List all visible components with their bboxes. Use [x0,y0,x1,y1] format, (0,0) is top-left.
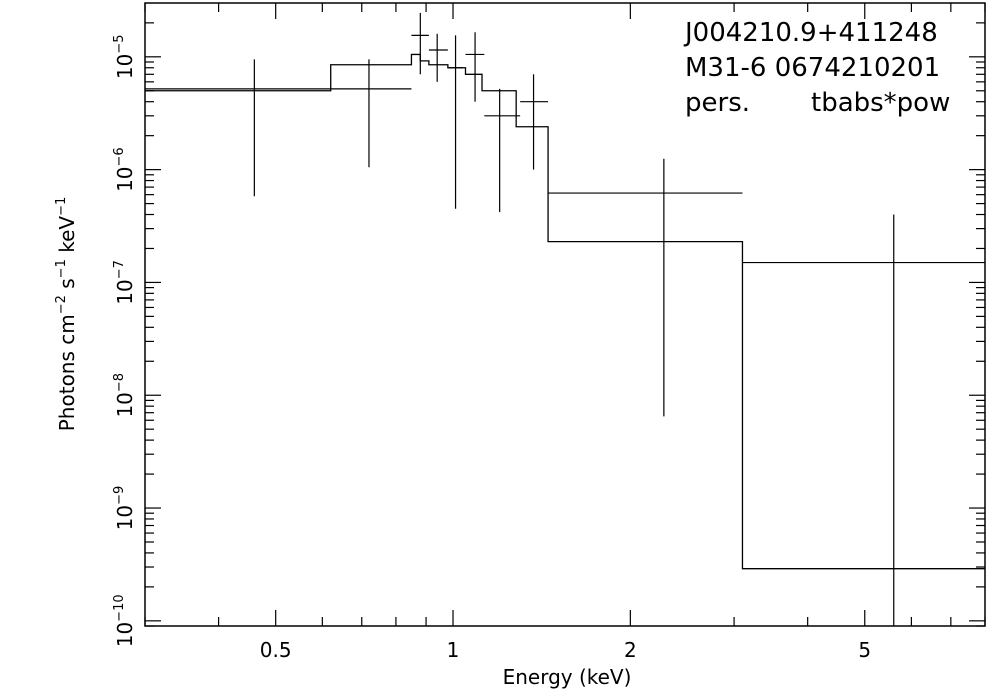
data-point [465,32,485,102]
annotation-observation: M31-6 0674210201 [685,53,940,83]
data-point [145,59,331,197]
y-tick-label: 10−6 [112,147,137,192]
annotation-model: tbabs*pow [811,88,950,118]
x-tick-label: 5 [858,638,871,662]
data-point [484,88,521,213]
data-point [548,158,743,417]
plot-frame [144,2,986,627]
y-tick-label: 10−10 [112,594,137,647]
x-axis-label: Energy (keV) [503,665,632,689]
y-tick-label: 10−8 [112,373,137,418]
y-tick-label: 10−9 [112,486,137,531]
data-point [742,214,985,626]
data-point [330,59,412,168]
data-point [447,35,464,209]
y-tick-label: 10−5 [112,35,137,80]
model-step-line [145,53,985,570]
data-point [520,74,549,170]
y-tick-label: 10−7 [112,260,137,305]
x-tick-label: 1 [447,638,460,662]
x-tick-label: 0.5 [260,638,292,662]
x-tick-label: 2 [624,638,637,662]
data-points [145,12,985,626]
y-axis-label: Photons cm−2 s−1 keV−1 [54,197,79,432]
x-axis-ticks: 0.5 1 2 5 [144,3,986,662]
model-histogram [145,53,985,570]
annotation-source-id: J004210.9+411248 [683,18,938,48]
data-point [411,12,429,75]
annotation-state: pers. [685,88,750,118]
data-point [428,33,448,82]
y-axis-ticks: 10−5 10−6 10−7 10−8 10−9 10−10 [112,22,985,647]
